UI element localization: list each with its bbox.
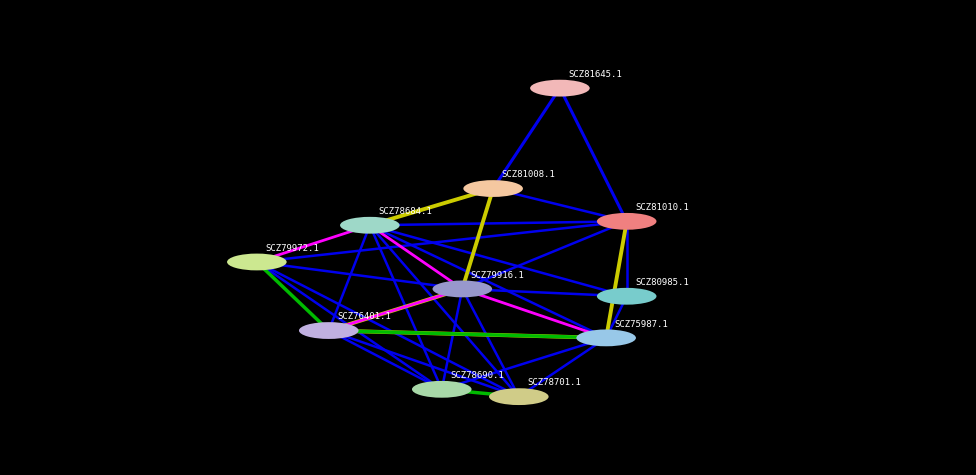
Text: SCZ81645.1: SCZ81645.1 — [568, 70, 622, 79]
Text: SCZ79972.1: SCZ79972.1 — [265, 244, 319, 253]
Ellipse shape — [340, 217, 399, 234]
Text: SCZ81010.1: SCZ81010.1 — [635, 203, 689, 212]
Ellipse shape — [412, 381, 471, 398]
Ellipse shape — [530, 80, 590, 96]
Ellipse shape — [577, 330, 636, 346]
Text: SCZ76401.1: SCZ76401.1 — [337, 312, 390, 321]
Ellipse shape — [597, 213, 657, 230]
Ellipse shape — [489, 388, 549, 405]
Ellipse shape — [432, 281, 492, 297]
Text: SCZ79916.1: SCZ79916.1 — [470, 271, 524, 280]
Ellipse shape — [597, 288, 657, 304]
Text: SCZ78690.1: SCZ78690.1 — [450, 371, 504, 380]
Text: SCZ80985.1: SCZ80985.1 — [635, 278, 689, 287]
Text: SCZ75987.1: SCZ75987.1 — [614, 320, 669, 329]
Text: SCZ81008.1: SCZ81008.1 — [502, 171, 555, 179]
Ellipse shape — [227, 254, 287, 270]
Ellipse shape — [464, 180, 523, 197]
Ellipse shape — [299, 322, 358, 339]
Text: SCZ78701.1: SCZ78701.1 — [527, 379, 581, 388]
Text: SCZ78684.1: SCZ78684.1 — [378, 207, 431, 216]
